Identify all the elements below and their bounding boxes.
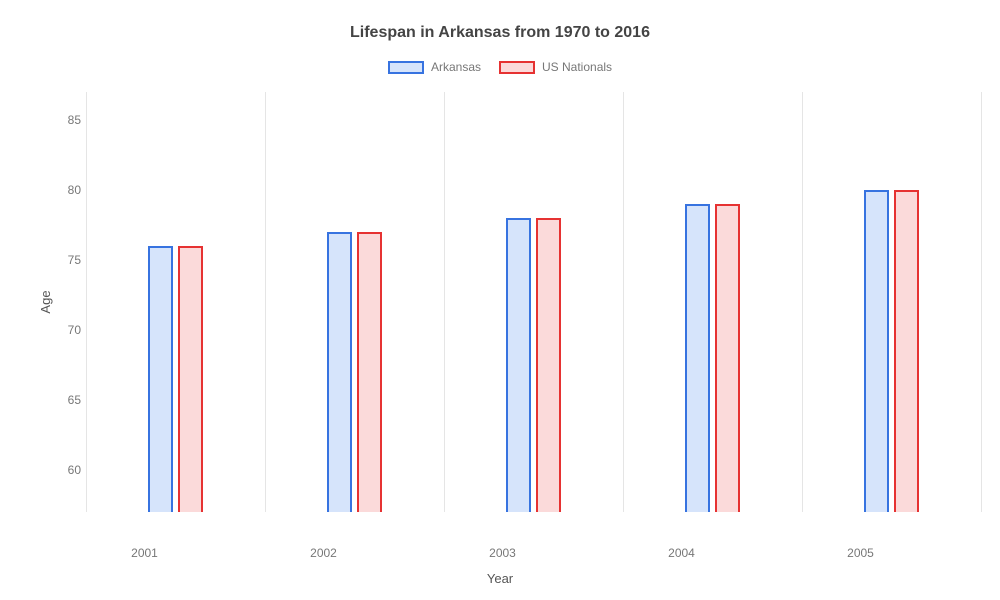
- bar-us-nationals: [894, 190, 919, 512]
- y-tick: 75: [41, 253, 81, 267]
- bar-us-nationals: [715, 204, 740, 512]
- y-tick: 65: [41, 393, 81, 407]
- x-axis-label: Year: [487, 571, 513, 586]
- legend-swatch-icon: [499, 61, 535, 74]
- bar-us-nationals: [357, 232, 382, 512]
- bar-arkansas: [864, 190, 889, 512]
- y-tick: 60: [41, 463, 81, 477]
- legend: Arkansas US Nationals: [30, 60, 970, 74]
- bar-us-nationals: [178, 246, 203, 512]
- legend-swatch-icon: [388, 61, 424, 74]
- y-tick: 85: [41, 113, 81, 127]
- x-tick: 2003: [489, 546, 516, 560]
- bars-layer: [86, 92, 950, 512]
- y-tick: 70: [41, 323, 81, 337]
- bar-arkansas: [685, 204, 710, 512]
- bar-arkansas: [148, 246, 173, 512]
- legend-item-us-nationals[interactable]: US Nationals: [499, 60, 612, 74]
- chart-title: Lifespan in Arkansas from 1970 to 2016: [30, 24, 970, 42]
- bar-us-nationals: [536, 218, 561, 512]
- x-tick: 2005: [847, 546, 874, 560]
- plot-area: Age 606570758085: [85, 92, 950, 512]
- bar-arkansas: [327, 232, 352, 512]
- bar-arkansas: [506, 218, 531, 512]
- x-tick: 2002: [310, 546, 337, 560]
- legend-label: Arkansas: [431, 60, 481, 74]
- y-tick: 80: [41, 183, 81, 197]
- chart-container: Lifespan in Arkansas from 1970 to 2016 A…: [0, 0, 1000, 600]
- legend-item-arkansas[interactable]: Arkansas: [388, 60, 481, 74]
- x-tick: 2001: [131, 546, 158, 560]
- gridline: [981, 92, 982, 512]
- y-axis: 60 65 70 75 80 85: [41, 92, 81, 512]
- x-axis: 2001 2002 2003 2004 2005: [55, 540, 980, 562]
- legend-label: US Nationals: [542, 60, 612, 74]
- x-tick: 2004: [668, 546, 695, 560]
